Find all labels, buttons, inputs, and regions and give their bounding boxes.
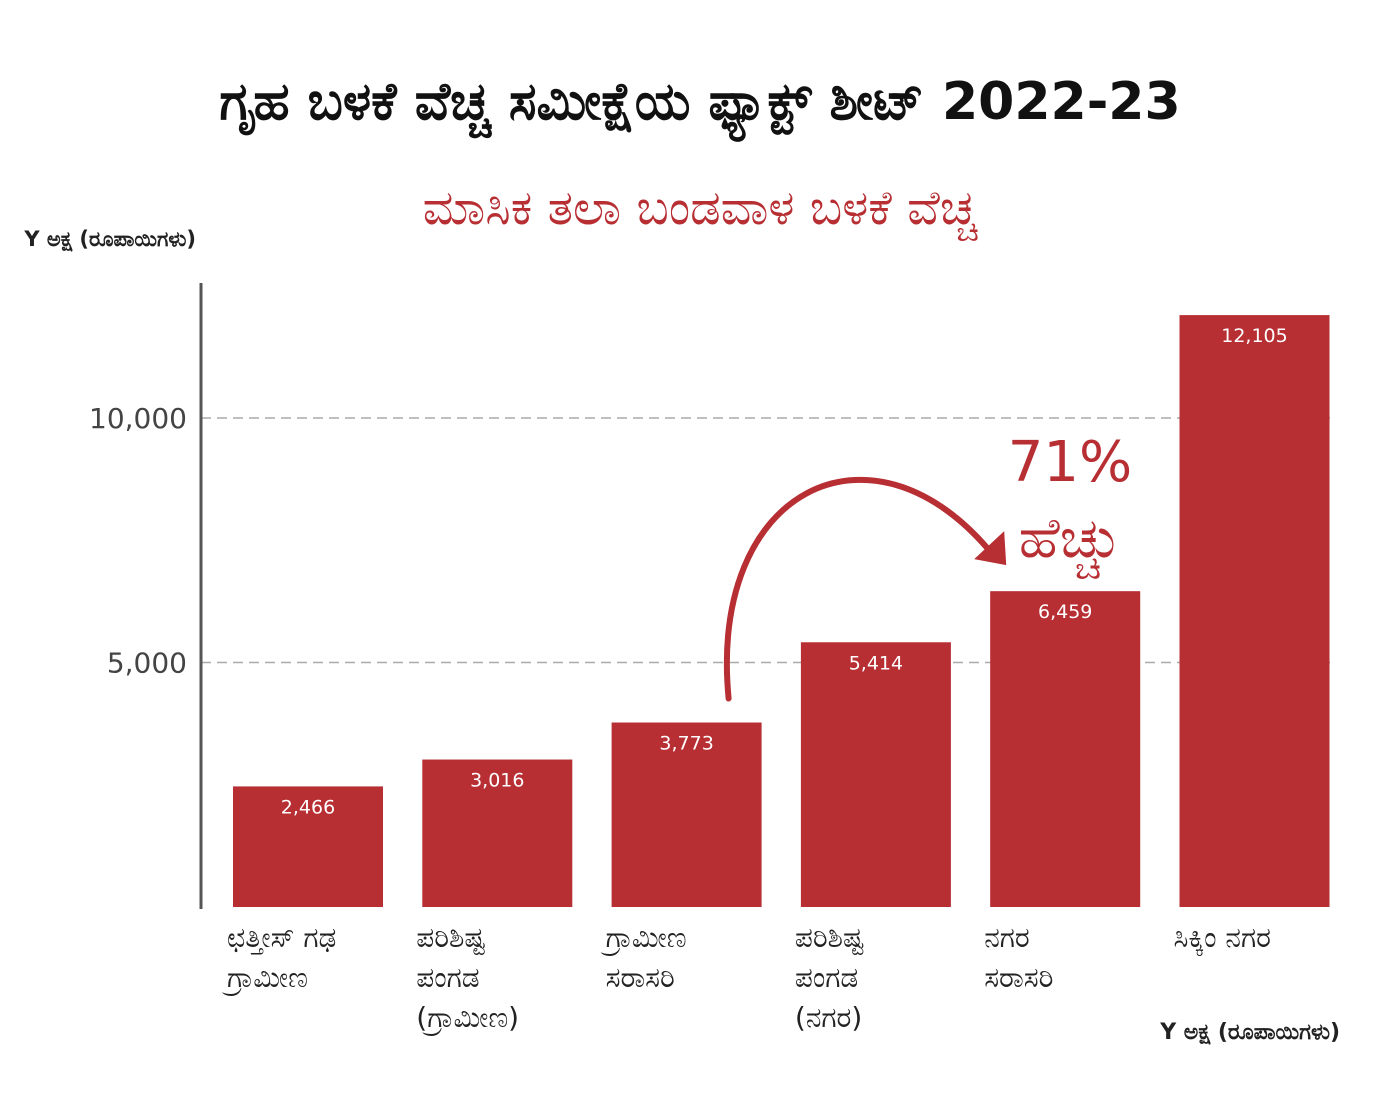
x-tick-label: ಪರಿಶಿಷ್ಟ ಪಂಗಡ (ನಗರ) xyxy=(795,918,975,1038)
bar xyxy=(422,759,573,907)
chart-title: ಗೃಹ ಬಳಕೆ ವೆಚ್ಚ ಸಮೀಕ್ಷೆಯ ಫ್ಯಾಕ್ಟ್ ಶೀಟ್ 20… xyxy=(219,72,1181,132)
bar-value-label: 5,414 xyxy=(849,652,903,674)
y-tick-label: 5,000 xyxy=(107,647,187,680)
x-tick-label-line: ಪಂಗಡ xyxy=(794,961,859,994)
y-axis-title: Y ಅಕ್ಷ (ರೂಪಾಯಿಗಳು) xyxy=(24,227,196,251)
annotation-arrowhead xyxy=(974,531,1007,566)
bar-value-label: 6,459 xyxy=(1038,601,1092,623)
x-tick-label: ಛತ್ತೀಸ್ ಗಢ ಗ್ರಾಮೀಣ xyxy=(227,918,407,998)
x-tick-label-line: ಪರಿಶಿಷ್ಟ xyxy=(794,921,865,954)
bar-value-label: 12,105 xyxy=(1221,325,1287,347)
x-tick-label: ಪರಿಶಿಷ್ಟ ಪಂಗಡ (ಗ್ರಾಮೀಣ) xyxy=(416,918,596,1038)
annotation-text: ಹೆಚ್ಚು xyxy=(1018,506,1122,571)
increase-annotation: 71% ಹೆಚ್ಚು xyxy=(990,425,1150,577)
x-tick-label-line: ಸರಾಸರಿ xyxy=(605,961,675,994)
x-tick-label: ಸಿಕ್ಕಿಂ ನಗರ xyxy=(1174,918,1354,958)
bar xyxy=(990,591,1141,907)
annotation-arrow xyxy=(724,476,992,702)
bar-value-label: 3,016 xyxy=(470,770,524,792)
x-tick-label-line: ನಗರ xyxy=(984,921,1030,954)
bar xyxy=(611,722,762,907)
x-tick-label: ನಗರ ಸರಾಸರಿ xyxy=(984,918,1164,998)
bar-value-label: 2,466 xyxy=(281,796,335,818)
bar-value-label: 3,773 xyxy=(659,733,713,755)
bar xyxy=(800,642,951,907)
x-axis-title: Y ಅಕ್ಷ (ರೂಪಾಯಿಗಳು) xyxy=(1160,1020,1340,1045)
x-tick-label-line: ಗ್ರಾಮೀಣ xyxy=(227,961,308,994)
x-tick-label: ಗ್ರಾಮೀಣ ಸರಾಸರಿ xyxy=(606,918,786,998)
x-tick-label-line: (ಗ್ರಾಮೀಣ) xyxy=(416,1001,520,1034)
x-tick-label-line: ಪರಿಶಿಷ್ಟ xyxy=(416,921,486,954)
x-tick-label-line: ಗ್ರಾಮೀಣ xyxy=(605,921,687,954)
bar xyxy=(233,786,383,907)
x-tick-label-line: ಸರಾಸರಿ xyxy=(984,961,1054,994)
annotation-percent: 71% xyxy=(1007,430,1133,495)
bar xyxy=(1179,315,1330,907)
x-tick-label-line: (ನಗರ) xyxy=(794,1001,863,1034)
x-tick-label-line: ಸಿಕ್ಕಿಂ ನಗರ xyxy=(1173,921,1271,954)
x-tick-label-line: ಛತ್ತೀಸ್ ಗಢ xyxy=(227,921,337,954)
x-tick-label-line: ಪಂಗಡ xyxy=(416,961,480,994)
y-tick-label: 10,000 xyxy=(89,402,187,435)
chart-subtitle: ಮಾಸಿಕ ತಲಾ ಬಂಡವಾಳ ಬಳಕೆ ವೆಚ್ಚ xyxy=(422,180,978,236)
